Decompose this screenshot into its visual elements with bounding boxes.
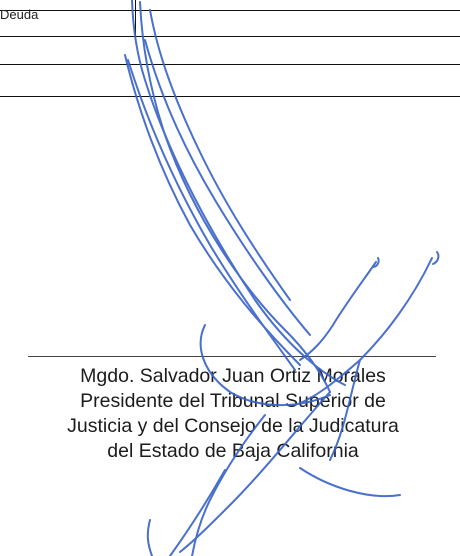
signature-block: Mgdo. Salvador Juan Ortiz Morales Presid… bbox=[0, 364, 460, 464]
signer-title-line-3: del Estado de Baja California bbox=[107, 440, 359, 462]
table-rule bbox=[0, 64, 460, 65]
table-rule-bottom bbox=[0, 96, 460, 97]
signature-line bbox=[28, 356, 436, 357]
signer-name: Mgdo. Salvador Juan Ortiz Morales bbox=[80, 365, 386, 387]
table-rule bbox=[0, 36, 460, 37]
signer-title-line-2: Justicia y del Consejo de la Judicatura bbox=[67, 415, 399, 437]
table-rule-top bbox=[0, 10, 460, 11]
table-cell-label: Deuda bbox=[0, 7, 39, 22]
table-fragment: Deuda bbox=[0, 0, 460, 100]
signer-title-line-1: Presidente del Tribunal Superior de bbox=[80, 390, 386, 412]
table-column-divider bbox=[135, 0, 136, 38]
